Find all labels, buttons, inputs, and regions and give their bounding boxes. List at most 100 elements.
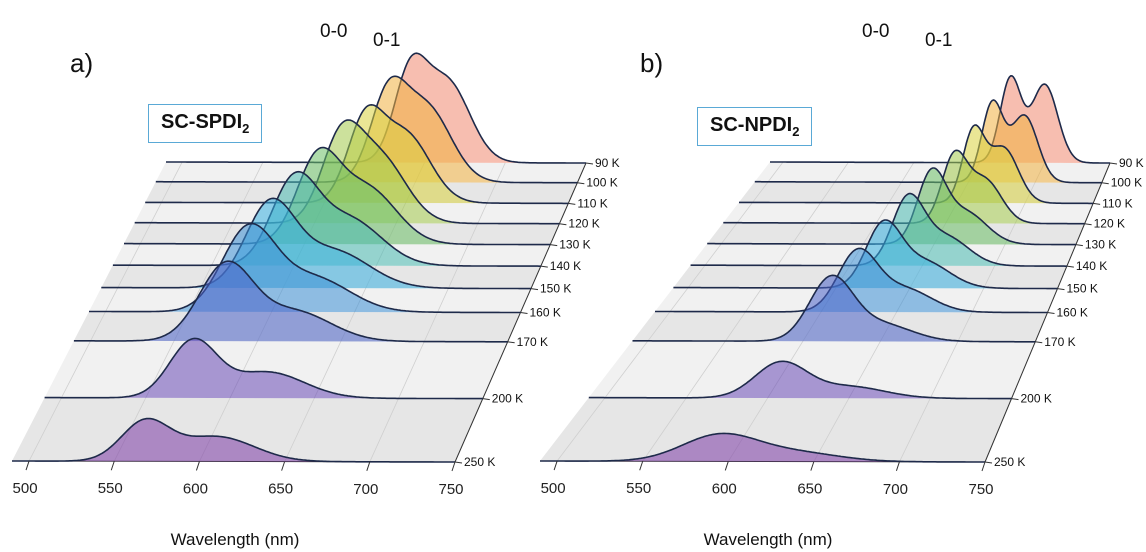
temperature-tick	[1075, 244, 1083, 247]
temperature-label-120K: 120 K	[568, 217, 599, 231]
temperature-tick	[577, 182, 585, 185]
spectrum-line-150K	[673, 219, 1058, 290]
temperature-tick	[540, 265, 548, 268]
temperature-tick	[1084, 223, 1092, 226]
spectrum-line-170K	[632, 274, 1036, 343]
x-tick	[981, 461, 986, 472]
temperature-label-250K: 250 K	[464, 455, 495, 469]
x-tick	[810, 461, 815, 471]
temperature-tick	[568, 202, 576, 205]
spectrum-line-90K	[770, 74, 1110, 164]
x-axis-label: Wavelength (nm)	[171, 530, 300, 549]
temperature-tick	[1093, 202, 1101, 205]
floor-stripe	[540, 397, 1012, 462]
spectrum-line-120K	[134, 119, 560, 225]
panel-letter: a)	[70, 48, 93, 78]
temperature-label-160K: 160 K	[1057, 306, 1088, 320]
temperature-label-200K: 200 K	[492, 392, 523, 406]
sample-label-a-subscript: 2	[242, 121, 250, 136]
temperature-tick	[1057, 288, 1065, 291]
peak-label-0-0: 0-0	[320, 21, 347, 42]
floor-stripe	[588, 340, 1036, 399]
x-tick-label-750: 750	[438, 481, 463, 498]
sample-label-b-text: SC-NPDI	[710, 114, 793, 136]
x-tick	[281, 461, 286, 471]
temperature-tick	[1101, 182, 1109, 185]
spectrum-fill-170K	[632, 275, 1036, 342]
x-tick-label-700: 700	[353, 481, 378, 498]
sample-label-b: SC-NPDI2	[697, 107, 813, 146]
sample-label-a: SC-SPDI2	[148, 104, 263, 143]
peak-label-0-1: 0-1	[925, 30, 952, 51]
peak-label-0-0: 0-0	[862, 21, 889, 42]
x-axis: 500 550 600 650 700 750	[13, 460, 464, 498]
spectrum-fill-250K	[12, 418, 455, 462]
temperature-tick	[1011, 398, 1019, 401]
temperature-label-160K: 160 K	[530, 306, 561, 320]
temperature-tick	[482, 398, 490, 401]
spectrum-fill-140K	[112, 171, 541, 267]
temperature-tick	[984, 461, 993, 464]
x-tick	[724, 461, 729, 471]
temperature-label-130K: 130 K	[1085, 238, 1116, 252]
spectrum-line-200K	[588, 360, 1012, 400]
spectra	[540, 74, 1110, 463]
temperature-label-90K: 90 K	[595, 156, 620, 170]
spectrum-line-150K	[101, 197, 531, 290]
spectrum-line-250K	[12, 417, 455, 463]
temperature-label-100K: 100 K	[586, 176, 617, 190]
peak-label-0-1: 0-1	[373, 30, 400, 51]
panel-a: 90 K 100 K 110 K 120 K 130 K 140 K 150 K 160 K 1…	[11, 21, 620, 549]
x-tick-label-650: 650	[797, 481, 822, 498]
temperature-label-100K: 100 K	[1111, 176, 1142, 190]
temperature-tick	[1066, 265, 1074, 268]
temperature-label-170K: 170 K	[517, 335, 548, 349]
spectrum-fill-110K	[738, 125, 1094, 204]
panel-b: 90 K 100 K 110 K 120 K 130 K 140 K 150 K 160 K 1…	[539, 21, 1144, 549]
temperature-tick	[454, 461, 463, 464]
x-tick-label-700: 700	[883, 481, 908, 498]
temperature-label-110K: 110 K	[1102, 196, 1132, 210]
spectrum-line-160K	[89, 222, 521, 314]
x-tick-label-750: 750	[968, 481, 993, 498]
temperature-label-140K: 140 K	[1076, 259, 1107, 273]
spectrum-fill-160K	[89, 223, 521, 313]
temperature-label-110K: 110 K	[577, 196, 607, 210]
spectrum-line-250K	[540, 432, 985, 463]
temperature-label-130K: 130 K	[559, 238, 590, 252]
spectrum-line-200K	[44, 337, 483, 400]
spectrum-fill-130K	[707, 168, 1076, 245]
spectrum-fill-120K	[723, 150, 1085, 224]
spectrum-fill-250K	[540, 433, 985, 462]
x-tick	[553, 460, 558, 471]
x-tick	[25, 460, 30, 471]
sample-label-a-text: SC-SPDI	[161, 111, 243, 133]
x-tick-label-500: 500	[541, 480, 566, 497]
x-tick	[110, 461, 115, 471]
temperature-tick	[507, 341, 515, 344]
temperature-label-90K: 90 K	[1119, 156, 1144, 170]
temperature-label-150K: 150 K	[1067, 282, 1098, 296]
panel-letter: b)	[640, 48, 663, 78]
x-tick	[451, 461, 456, 472]
temperature-tick	[520, 312, 528, 314]
spectrum-fill-200K	[588, 361, 1012, 399]
spectra	[12, 52, 586, 463]
x-tick-label-550: 550	[98, 480, 123, 497]
temperature-tick	[559, 223, 567, 226]
temperature-tick	[530, 288, 539, 291]
x-tick-label-500: 500	[13, 480, 38, 497]
spectrum-line-130K	[124, 146, 551, 246]
spectrum-line-170K	[73, 260, 508, 343]
temperature-label-140K: 140 K	[550, 259, 581, 273]
temperature-tick	[1109, 162, 1118, 165]
spectrum-line-160K	[655, 247, 1048, 314]
temperature-label-200K: 200 K	[1021, 392, 1052, 406]
x-tick-label-550: 550	[626, 480, 651, 497]
temperature-label-150K: 150 K	[540, 282, 571, 296]
x-tick	[195, 461, 200, 471]
spectrum-fill-160K	[655, 248, 1048, 313]
x-tick	[366, 461, 371, 471]
temperature-label-250K: 250 K	[994, 455, 1025, 469]
